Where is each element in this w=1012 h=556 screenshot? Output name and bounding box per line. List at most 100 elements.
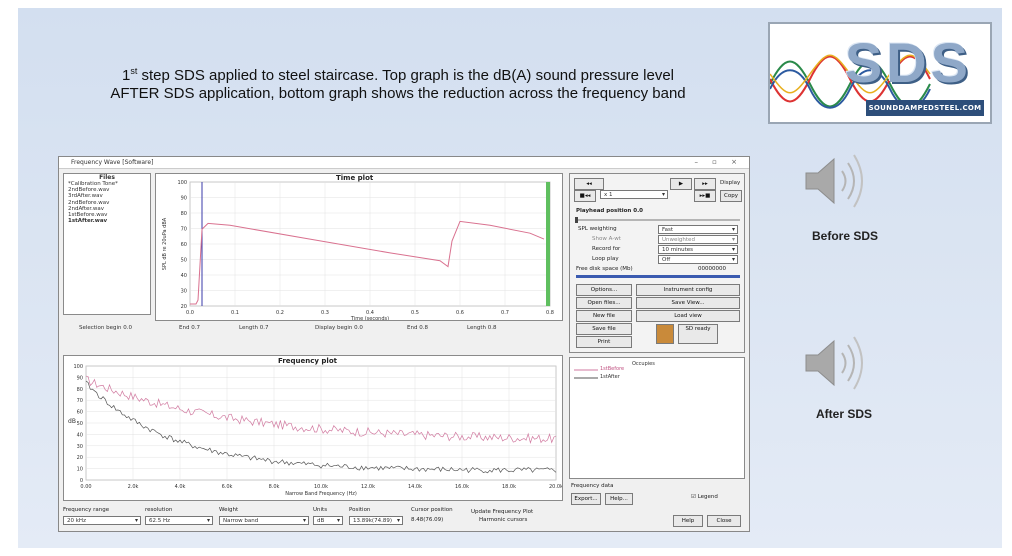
freq-xtick-label: 0.00 xyxy=(80,484,91,490)
play-button[interactable]: ▶ xyxy=(670,178,692,190)
logo-subtitle: SOUNDDAMPEDSTEEL.COM xyxy=(866,100,984,116)
legend-checkbox[interactable]: ☑ Legend xyxy=(691,494,718,500)
window-titlebar: Frequency Wave [Software] – ▫ × xyxy=(59,157,749,169)
freq-xtick-label: 16.0k xyxy=(455,484,469,490)
time-ytick-label: 100 xyxy=(177,180,187,186)
close-button[interactable]: Close xyxy=(707,515,741,527)
time-xtick-label: 0.2 xyxy=(276,310,284,316)
weight-select[interactable]: Narrow band xyxy=(219,516,309,525)
speaker-icon[interactable] xyxy=(800,335,870,391)
speaker-icon[interactable] xyxy=(800,153,870,209)
frequency-plot[interactable]: Frequency plot 100 90 80 70 60 50 40 30 20 10 0 0.0… xyxy=(63,355,563,501)
time-xtick-label: 0.1 xyxy=(231,310,239,316)
freq-ytick-label: 0 xyxy=(80,478,83,484)
time-xtick-label: 0.3 xyxy=(321,310,329,316)
freq-xtick-label: 14.0k xyxy=(408,484,422,490)
files-title: Files xyxy=(99,174,115,181)
selection-begin: Selection begin 0.0 xyxy=(79,325,132,331)
analyzer-window: Frequency Wave [Software] – ▫ × Files *C… xyxy=(58,156,750,532)
freq-ytick-label: 100 xyxy=(73,364,83,370)
file-item[interactable]: *Calibration Tone* xyxy=(68,181,118,187)
file-item[interactable]: 2ndBefore.wav xyxy=(68,199,110,206)
file-item[interactable]: 2ndBefore.wav xyxy=(68,187,110,194)
new-file-button[interactable]: New file xyxy=(576,310,632,322)
freq-ytick-label: 70 xyxy=(77,398,83,404)
time-ytick-label: 80 xyxy=(181,211,187,217)
record-for-select[interactable]: 10 minutes xyxy=(658,245,738,254)
slide: 1st step SDS applied to steel staircase.… xyxy=(18,8,1002,548)
units-label: Units xyxy=(313,507,328,513)
speed-select[interactable]: x 1 xyxy=(600,190,668,199)
time-xtick-label: 0.5 xyxy=(411,310,419,316)
window-controls[interactable]: – ▫ × xyxy=(694,158,743,166)
rewind-button[interactable]: ◂◂ xyxy=(574,178,604,190)
file-item[interactable]: 3rdAfter.wav xyxy=(68,193,103,200)
legend-checkbox-label: Legend xyxy=(697,494,718,500)
update-frequency-plot[interactable]: Update Frequency Plot xyxy=(471,509,534,515)
save-file-button[interactable]: Save file xyxy=(576,323,632,335)
legend-header: Occupies xyxy=(632,361,655,367)
instrument-config-button[interactable]: Instrument config xyxy=(636,284,740,296)
playhead-position: Playhead position 0.0 xyxy=(576,208,643,214)
status-button[interactable]: SD ready xyxy=(678,324,718,344)
selection-length: Length 0.7 xyxy=(239,325,269,331)
resolution-select[interactable]: 62.5 Hz xyxy=(145,516,213,525)
caption-step-number: 1 xyxy=(121,67,131,84)
time-ytick-label: 20 xyxy=(181,304,187,310)
help-button[interactable]: Help xyxy=(673,515,703,527)
copy-button[interactable]: Copy xyxy=(720,190,742,202)
logo-wave-graphic xyxy=(770,54,931,109)
load-view-button[interactable]: Load view xyxy=(636,310,740,322)
go-end-button[interactable]: ▸▸■ xyxy=(694,190,716,202)
after-spectrum-line xyxy=(85,380,557,474)
spl-weighting-select[interactable]: Fast xyxy=(658,225,738,234)
go-start-button[interactable]: ■◂◂ xyxy=(574,190,596,202)
resolution-label: resolution xyxy=(145,507,173,513)
help-data-button[interactable]: Help... xyxy=(605,493,633,505)
time-plot[interactable]: Time plot 100 90 80 70 60 50 40 30 20 0.0 0.1 0.2 0.… xyxy=(155,173,563,321)
time-ytick-label: 70 xyxy=(181,227,187,233)
units-select[interactable]: dB xyxy=(313,516,343,525)
files-container: *Calibration Tone* 2ndBefore.wav 3rdAfter.… xyxy=(64,181,150,225)
freq-xtick-label: 2.0k xyxy=(128,484,139,490)
frequency-range-label: Frequency range xyxy=(63,507,110,513)
legend-swatch-after xyxy=(574,377,598,379)
save-view-button[interactable]: Save View... xyxy=(636,297,740,309)
display-label: Display xyxy=(720,180,741,186)
freq-ytick-label: 30 xyxy=(77,444,83,450)
free-disk-label: Free disk space (Mb) xyxy=(576,266,633,272)
freq-xtick-label: 18.0k xyxy=(502,484,516,490)
freq-ytick-label: 80 xyxy=(77,387,83,393)
file-item[interactable]: 1stAfter.wav xyxy=(64,218,150,225)
position-value: 13.89k(74.89) xyxy=(349,516,403,525)
freq-ytick-label: 40 xyxy=(77,432,83,438)
print-button[interactable]: Print xyxy=(576,336,632,348)
freq-weight-select[interactable]: Unweighted xyxy=(658,235,738,244)
file-item[interactable]: 2ndAfter.wav xyxy=(68,205,105,212)
files-list: Files *Calibration Tone* 2ndBefore.wav 3rd… xyxy=(63,173,151,315)
disk-space-bar xyxy=(576,275,740,278)
time-ytick-label: 40 xyxy=(181,273,187,279)
harmonic-cursors[interactable]: Harmonic cursors xyxy=(479,517,528,523)
options-button[interactable]: Options... xyxy=(576,284,632,296)
caption-line-2: AFTER SDS application, bottom graph show… xyxy=(110,85,686,102)
spl-weighting-label: SPL weighting xyxy=(578,226,617,232)
instrument-icon[interactable] xyxy=(656,324,674,344)
slide-caption: 1st step SDS applied to steel staircase.… xyxy=(58,62,738,103)
freq-xtick-label: 4.0k xyxy=(175,484,186,490)
free-disk-value: 00000000 xyxy=(698,266,726,272)
playhead-slider[interactable] xyxy=(574,217,742,223)
file-item[interactable]: 1stBefore.wav xyxy=(68,212,108,219)
cursor-position-label: Cursor position xyxy=(411,507,453,513)
freq-yaxis-label: dB xyxy=(68,418,76,425)
frequency-range-select[interactable]: 20 kHz xyxy=(63,516,141,525)
before-sds-label: Before SDS xyxy=(812,229,879,243)
loop-play-select[interactable]: Off xyxy=(658,255,738,264)
time-ytick-label: 50 xyxy=(181,258,187,264)
freq-xtick-label: 10.0k xyxy=(314,484,328,490)
fast-forward-button[interactable]: ▸▸ xyxy=(694,178,716,190)
time-plot-title: Time plot xyxy=(336,174,374,182)
export-button[interactable]: Export... xyxy=(571,493,601,505)
open-files-button[interactable]: Open files... xyxy=(576,297,632,309)
sds-logo: SDS SOUNDDAMPEDSTEEL.COM xyxy=(768,22,992,124)
